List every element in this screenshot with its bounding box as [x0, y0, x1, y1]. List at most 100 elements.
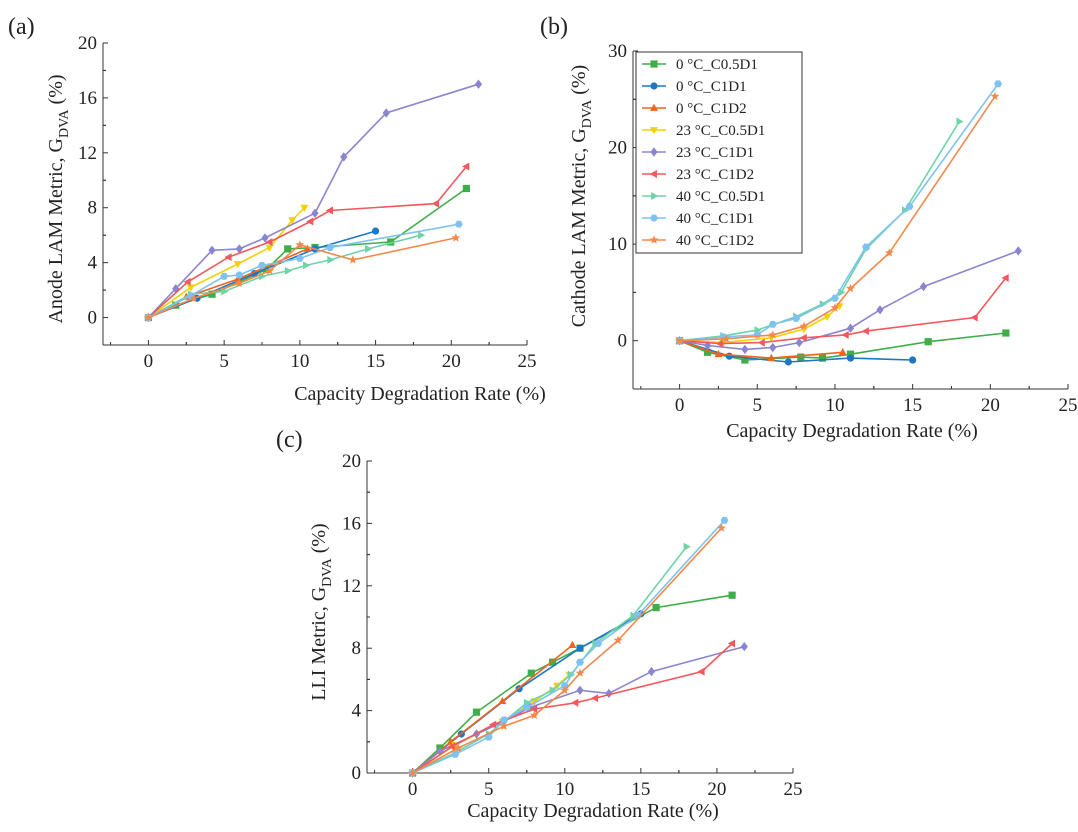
data-point: [714, 349, 723, 358]
panel-a-ylabel: Anode LAM Metric, GDVA (%): [45, 74, 72, 323]
data-point: [994, 80, 1002, 88]
y-tick-label: 0: [88, 308, 98, 329]
data-point: [769, 342, 777, 353]
data-point: [797, 353, 805, 361]
series-line: [148, 223, 460, 319]
x-tick-label: 25: [518, 351, 537, 372]
legend-item: 0 °C_C1D2: [642, 101, 747, 117]
data-point: [306, 217, 314, 226]
data-point: [300, 204, 309, 212]
x-tick-label: 10: [555, 779, 574, 800]
panel-b-ylabel: Cathode LAM Metric, GDVA (%): [568, 65, 595, 327]
x-tick-label: 20: [981, 395, 1000, 416]
data-point: [721, 334, 731, 343]
legend-marker: [650, 103, 658, 111]
legend-marker: [650, 147, 658, 157]
data-point: [841, 331, 849, 339]
data-point: [861, 327, 869, 335]
data-point: [924, 338, 932, 346]
data-point: [522, 704, 531, 711]
data-point: [647, 666, 656, 677]
series-9: [408, 523, 726, 777]
data-point: [527, 669, 535, 677]
data-point: [235, 271, 244, 279]
data-point: [799, 333, 807, 342]
series-8: [675, 80, 1002, 345]
data-point: [453, 743, 463, 752]
data-point: [530, 705, 538, 713]
data-point: [919, 282, 928, 292]
legend-marker: [651, 192, 659, 200]
x-tick-label: 0: [408, 779, 418, 800]
data-point: [186, 284, 195, 292]
x-tick-label: 5: [753, 395, 763, 416]
data-point: [728, 591, 736, 599]
data-point: [905, 203, 914, 210]
legend-item: 0 °C_C0.5D1: [642, 57, 758, 73]
panel-c-label: (c): [276, 427, 303, 453]
legend-marker: [650, 82, 658, 90]
series-line: [679, 95, 996, 342]
data-point: [823, 313, 832, 321]
data-point: [767, 353, 776, 361]
data-point: [408, 768, 418, 777]
data-point: [571, 698, 579, 707]
data-point: [956, 117, 964, 126]
legend-label: 23 °C_C1D2: [676, 167, 754, 183]
data-point: [970, 313, 978, 322]
data-point: [715, 339, 723, 348]
y-tick-label: 8: [88, 198, 98, 219]
series-4: [144, 204, 309, 322]
legend-label: 0 °C_C0.5D1: [676, 57, 758, 73]
legend-item: 23 °C_C1D2: [642, 167, 754, 183]
data-point: [235, 244, 243, 254]
panel-b-xlabel: Capacity Degradation Rate (%): [726, 420, 978, 442]
y-tick-label: 4: [352, 701, 362, 722]
x-tick-label: 20: [442, 351, 461, 372]
data-point: [144, 312, 153, 322]
x-tick-label: 15: [366, 351, 385, 372]
data-point: [498, 696, 507, 705]
y-tick-label: 12: [78, 143, 97, 164]
data-point: [265, 244, 274, 252]
x-tick-label: 25: [784, 779, 803, 800]
data-point: [371, 227, 380, 235]
data-point: [472, 708, 481, 716]
data-point: [741, 344, 749, 355]
y-tick-label: 20: [78, 33, 97, 54]
data-point: [311, 208, 319, 218]
data-point: [1001, 274, 1009, 282]
data-point: [717, 523, 726, 532]
legend-item: 0 °C_C1D1: [642, 79, 747, 95]
legend: 0 °C_C0.5D1 0 °C_C1D1 0 °C_C1D2 23 °C_C0.5D…: [635, 51, 803, 254]
data-point: [284, 245, 292, 253]
x-tick-label: 15: [631, 779, 650, 800]
series-line: [679, 332, 1006, 361]
panel-c-ylabel: LLI Metric, GDVA (%): [308, 523, 335, 700]
data-point: [327, 255, 335, 264]
data-point: [757, 338, 765, 347]
data-point: [838, 348, 847, 356]
series-line: [147, 83, 479, 319]
data-point: [727, 639, 735, 648]
legend-marker: [649, 170, 657, 178]
data-point: [784, 358, 792, 366]
data-point: [568, 640, 577, 648]
series-9: [144, 233, 461, 322]
legend-label: 23 °C_C1D1: [676, 145, 754, 161]
data-point: [382, 108, 390, 118]
data-point: [594, 640, 603, 647]
series-line: [147, 165, 468, 319]
panel-a-label: (a): [8, 14, 35, 40]
x-tick-label: 10: [290, 351, 309, 372]
series-line: [412, 519, 726, 774]
data-point: [909, 356, 917, 364]
data-point: [590, 694, 599, 703]
data-point: [675, 336, 685, 345]
data-point: [575, 668, 585, 677]
data-point: [830, 303, 840, 312]
series-line: [412, 527, 723, 774]
x-tick-label: 25: [1059, 395, 1078, 416]
legend-label: 40 °C_C0.5D1: [676, 189, 765, 205]
